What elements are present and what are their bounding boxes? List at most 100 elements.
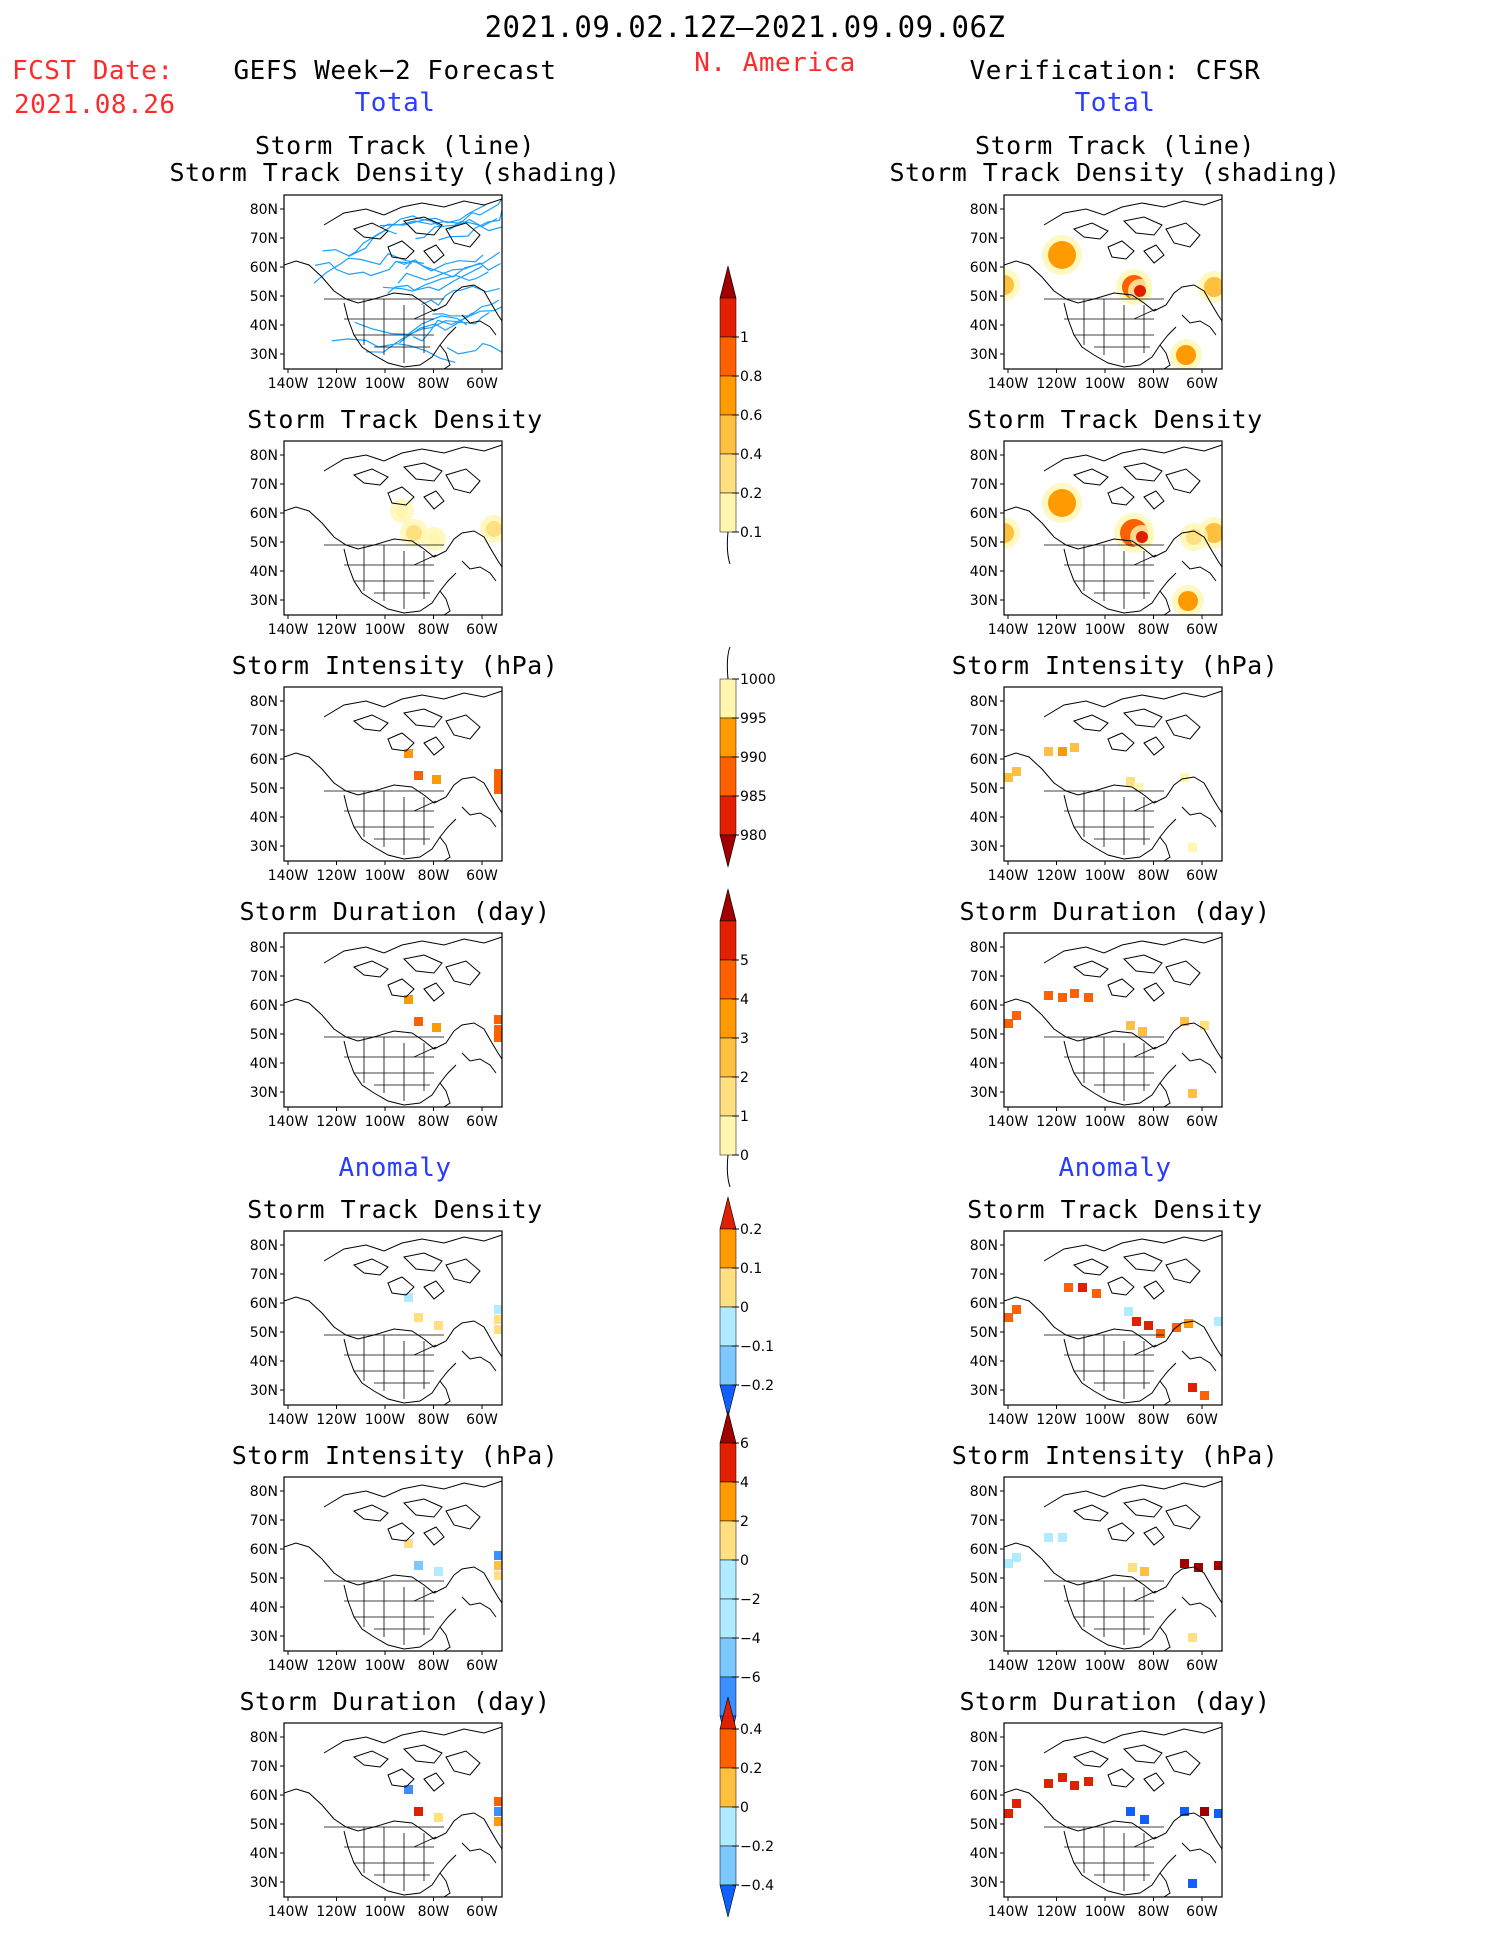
left-anom-density-title: Storm Track Density xyxy=(247,1195,543,1224)
grid-cell xyxy=(494,1015,502,1024)
map-frame xyxy=(283,1722,503,1898)
right-density-title: Storm Track Density xyxy=(967,405,1263,434)
density-blob xyxy=(1204,277,1222,297)
colorbar-label: −0.2 xyxy=(740,1378,774,1394)
coastline xyxy=(445,960,481,986)
coastline xyxy=(1159,1380,1171,1405)
lon-label: 80W xyxy=(418,1114,450,1130)
colorbar-label: 985 xyxy=(740,789,767,805)
lat-label: 50N xyxy=(970,1027,998,1043)
lon-label: 100W xyxy=(1085,868,1126,884)
storm-track-line xyxy=(354,315,468,336)
coastline xyxy=(423,1280,445,1300)
lon-label: 60W xyxy=(466,1904,498,1920)
colorbar-segment xyxy=(719,1767,737,1808)
lat-label: 80N xyxy=(970,448,998,464)
grid-cell xyxy=(404,995,413,1004)
grid-cell xyxy=(494,1315,502,1324)
colorbar-label: 4 xyxy=(740,1475,749,1491)
lat-label: 50N xyxy=(970,1571,998,1587)
state-border xyxy=(1133,1344,1157,1356)
coastline xyxy=(402,462,443,482)
lat-label: 40N xyxy=(970,318,998,334)
coastline xyxy=(387,240,415,260)
coastline xyxy=(1159,344,1171,369)
right-intensity-title: Storm Intensity (hPa) xyxy=(951,651,1279,680)
lat-label: 80N xyxy=(250,1238,278,1254)
coastline xyxy=(1159,1872,1171,1897)
lat-label: 50N xyxy=(250,535,278,551)
state-border xyxy=(1133,554,1157,566)
right-anomaly-label: Anomaly xyxy=(1058,1153,1172,1183)
lon-label: 120W xyxy=(1036,1412,1077,1428)
lat-label: 30N xyxy=(970,593,998,609)
coastline xyxy=(423,736,445,756)
colorbar-top-tail xyxy=(726,646,731,680)
colorbar-label: 1000 xyxy=(740,672,776,688)
colorbar-label: 0.2 xyxy=(740,1222,762,1238)
colorbar-segment xyxy=(719,1037,737,1078)
coastline xyxy=(1165,1504,1201,1530)
lon-label: 140W xyxy=(988,1904,1029,1920)
coastline xyxy=(1072,222,1109,240)
coastline xyxy=(323,1726,502,1754)
map-frame xyxy=(283,1476,503,1652)
grid-cell xyxy=(1140,1815,1149,1824)
coastline xyxy=(343,1040,457,1106)
colorbar-label: 0 xyxy=(740,1800,749,1816)
lon-label: 140W xyxy=(268,1904,309,1920)
colorbar-bottom-arrow xyxy=(719,1884,737,1918)
grid-cell xyxy=(434,1321,443,1330)
grid-cell xyxy=(414,1561,423,1570)
colorbar-segment xyxy=(719,1115,737,1156)
left-anom-duration-title: Storm Duration (day) xyxy=(239,1687,551,1716)
colorbar-label: −0.1 xyxy=(740,1339,774,1355)
map-panel-right-duration: 80N 70N 60N 50N 40N 30N 140W 120W 100W 80W 60W xyxy=(970,932,1223,1130)
map-frame xyxy=(1003,932,1223,1108)
lon-label: 120W xyxy=(1036,1114,1077,1130)
region-title: N. America xyxy=(694,48,856,78)
coastline xyxy=(439,1082,451,1107)
grid-cell xyxy=(414,1313,423,1322)
colorbar-segment xyxy=(719,1481,737,1522)
coastline xyxy=(1181,1842,1217,1864)
lat-label: 40N xyxy=(970,1600,998,1616)
lat-label: 30N xyxy=(250,347,278,363)
grid-cell xyxy=(1200,1021,1209,1030)
colorbar-segment xyxy=(719,1442,737,1483)
coastline xyxy=(1043,936,1222,964)
coastline xyxy=(1072,960,1109,978)
grid-cell xyxy=(494,1807,502,1816)
grid-cell xyxy=(1058,747,1067,756)
lat-label: 30N xyxy=(250,1629,278,1645)
map-panel-right-track: 80N 70N 60N 50N 40N 30N 140W 120W 100W 80W 60W xyxy=(970,194,1223,392)
coastline xyxy=(423,490,445,510)
lon-label: 140W xyxy=(268,868,309,884)
grid-cell xyxy=(1070,743,1079,752)
coastline xyxy=(1159,590,1171,615)
grid-cell xyxy=(1144,1321,1153,1330)
lat-label: 60N xyxy=(970,1296,998,1312)
colorbar-segment xyxy=(719,1598,737,1639)
grid-cell xyxy=(1004,773,1013,782)
density-blob xyxy=(486,521,502,537)
grid-cell xyxy=(434,1567,443,1576)
map-frame xyxy=(1003,1722,1223,1898)
lon-label: 80W xyxy=(1138,868,1170,884)
coastline xyxy=(1122,1498,1163,1518)
coastline xyxy=(423,982,445,1002)
colorbar-label: 3 xyxy=(740,1031,749,1047)
coastline xyxy=(445,222,481,248)
colorbar-top-arrow xyxy=(719,888,737,922)
lon-label: 120W xyxy=(1036,1658,1077,1674)
coastline xyxy=(1122,462,1163,482)
coastline xyxy=(1143,982,1165,1002)
coastline xyxy=(1122,1252,1163,1272)
coastline xyxy=(1165,1750,1201,1776)
map-panel-left-track: 80N 70N 60N 50N 40N 30N 140W 120W 100W 80W 60W xyxy=(250,194,503,392)
lat-label: 70N xyxy=(970,969,998,985)
coastline xyxy=(439,344,451,369)
lat-label: 30N xyxy=(970,839,998,855)
coastline xyxy=(402,1252,443,1272)
lat-label: 60N xyxy=(970,998,998,1014)
